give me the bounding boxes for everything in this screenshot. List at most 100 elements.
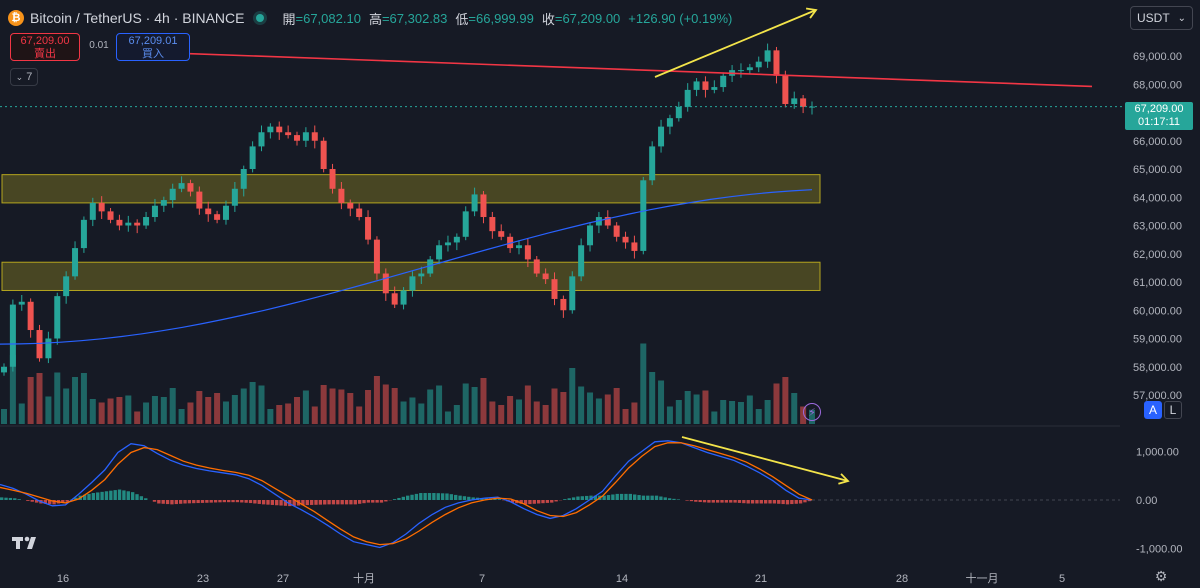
- macd-histogram-bar: [685, 500, 689, 501]
- annotation-arrows: [654, 7, 850, 485]
- price-tick-label: 60,000.00: [1133, 305, 1182, 317]
- candle-body: [533, 259, 540, 274]
- macd-histogram-bar: [659, 496, 663, 500]
- macd-histogram-bar: [240, 500, 244, 503]
- volume-bar: [720, 400, 727, 424]
- price-tick-label: 57,000.00: [1133, 390, 1182, 402]
- candle-body: [569, 276, 576, 311]
- macd-histogram-bar: [419, 493, 423, 500]
- candle-body: [267, 126, 274, 133]
- macd-histogram-bar: [694, 500, 698, 502]
- time-tick-label: 21: [755, 573, 767, 585]
- macd-pane: 1,000.00 0.00 -1,000.00: [0, 440, 1182, 556]
- lightning-icon[interactable]: ⚡: [803, 403, 821, 421]
- macd-histogram-bar: [17, 499, 21, 500]
- volume-bar: [595, 398, 602, 424]
- candle-body: [9, 304, 16, 367]
- macd-histogram-bar: [301, 500, 305, 506]
- volume-bar: [746, 395, 753, 424]
- macd-histogram-bar: [423, 493, 427, 500]
- macd-histogram-bar: [781, 500, 785, 505]
- volume-bar: [311, 406, 318, 424]
- signal-line: [0, 442, 813, 546]
- volume-bar: [773, 383, 780, 424]
- change-value: +126.90 (+0.19%): [628, 10, 733, 26]
- macd-histogram-bar: [698, 500, 702, 503]
- macd-histogram-bar: [536, 500, 541, 504]
- volume-bar: [382, 384, 389, 424]
- volume-bar: [711, 411, 718, 424]
- tradingview-logo-icon[interactable]: [12, 535, 42, 551]
- macd-histogram-bar: [135, 494, 139, 500]
- volume-bar: [462, 383, 469, 424]
- volume-bar: [578, 386, 585, 424]
- macd-histogram-bar: [26, 500, 30, 501]
- macd-histogram-bar: [493, 498, 497, 500]
- macd-histogram-bar: [305, 500, 309, 506]
- macd-histogram-bar: [231, 500, 235, 503]
- candle-body: [98, 202, 105, 212]
- candle-body: [427, 259, 434, 274]
- price-tick-label: 63,000.00: [1133, 221, 1182, 233]
- volume-bar: [755, 409, 762, 424]
- open-label: 開: [282, 11, 296, 27]
- volume-bar: [533, 401, 540, 424]
- volume-bar: [702, 390, 709, 424]
- volume-bar: [409, 397, 416, 424]
- macd-histogram-bar: [205, 500, 209, 503]
- candle-body: [63, 276, 70, 297]
- price-tick-label: 69,000.00: [1133, 51, 1182, 63]
- volume-bar: [294, 397, 301, 424]
- macd-histogram-bar: [519, 500, 523, 504]
- macd-histogram-bar: [87, 493, 91, 500]
- macd-histogram-bar: [183, 500, 187, 504]
- candle-body: [187, 183, 194, 192]
- volume-bar: [356, 406, 363, 424]
- volume-bar: [480, 378, 487, 424]
- macd-histogram-bar: [4, 497, 8, 500]
- symbol-title[interactable]: Bitcoin / TetherUS · 4h · BINANCE: [30, 10, 245, 26]
- time-tick-label: 7: [479, 573, 485, 585]
- candle-body: [658, 126, 665, 147]
- last-price-tag: 67,209.00 01:17:11: [1125, 102, 1193, 130]
- candle-body: [311, 132, 318, 141]
- macd-histogram-bar: [353, 500, 357, 505]
- macd-histogram-bar: [52, 500, 56, 505]
- chevron-down-icon: ⌄: [15, 71, 24, 82]
- macd-histogram-bar: [266, 500, 270, 505]
- time-tick-label: 16: [57, 573, 69, 585]
- macd-histogram-bar: [427, 493, 432, 500]
- currency-select[interactable]: USDT ⌄: [1130, 6, 1193, 30]
- macd-histogram-bar: [663, 497, 667, 500]
- volume-bar: [729, 401, 736, 424]
- candle-body: [302, 132, 309, 141]
- auto-scale-button[interactable]: A: [1144, 401, 1162, 419]
- volume-bar: [640, 343, 647, 424]
- gear-icon[interactable]: ⚙: [1154, 567, 1168, 584]
- time-axis: 16 23 27 十月 7 14 21 28 十一月 5: [57, 571, 1065, 585]
- volume-bar: [320, 385, 327, 424]
- macd-histogram-bar: [279, 500, 283, 506]
- log-scale-button[interactable]: L: [1164, 401, 1182, 419]
- candle-body: [347, 202, 354, 209]
- close-label: 收: [541, 11, 555, 27]
- volume-bar: [329, 388, 336, 424]
- indicators-toggle-button[interactable]: ⌄ 7: [10, 68, 38, 86]
- candle-body: [666, 118, 673, 127]
- candle-body: [453, 236, 460, 243]
- buy-button[interactable]: 67,209.01 買入: [116, 33, 190, 61]
- market-open-icon: [256, 14, 265, 22]
- macd-histogram-bar: [449, 494, 454, 500]
- macd-tick-label: 0.00: [1136, 495, 1157, 507]
- macd-histogram-bar: [344, 500, 349, 505]
- macd-histogram-bar: [589, 495, 593, 500]
- candle-body: [45, 338, 52, 359]
- volume-bar: [658, 380, 665, 424]
- macd-histogram-bar: [349, 500, 353, 505]
- volume-bar: [373, 376, 380, 424]
- macd-histogram-bar: [650, 495, 654, 500]
- sell-button[interactable]: 67,209.00 賣出: [10, 33, 80, 61]
- volume-bar: [560, 392, 567, 424]
- macd-histogram-bar: [48, 500, 52, 505]
